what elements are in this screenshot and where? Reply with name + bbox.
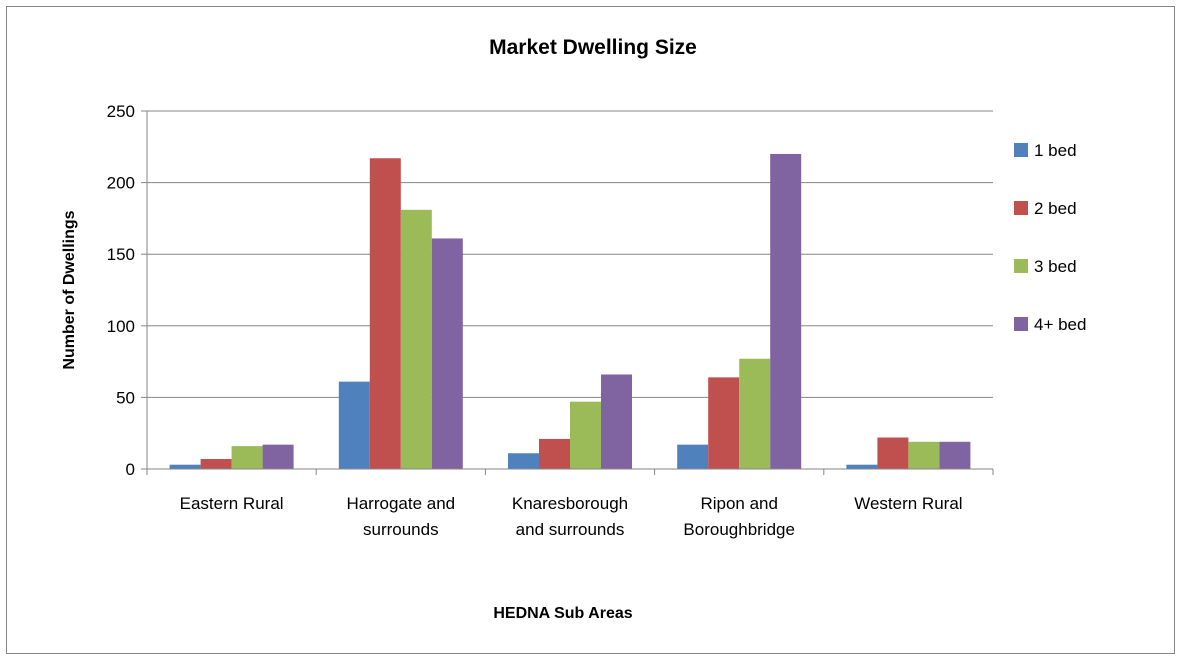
bar-3-bed xyxy=(908,441,940,469)
x-category-label: Western Rural xyxy=(854,494,962,513)
bar-1-bed xyxy=(508,453,539,469)
bar-2-bed xyxy=(200,458,232,469)
bar-1-bed xyxy=(338,381,370,469)
legend-label: 1 bed xyxy=(1034,141,1077,160)
legend-swatch xyxy=(1014,317,1028,331)
bar-1-bed xyxy=(677,444,709,469)
bars xyxy=(169,153,971,470)
bar-1-bed xyxy=(846,464,878,469)
legend-label: 2 bed xyxy=(1034,199,1077,218)
bar-3-bed xyxy=(400,209,432,470)
x-category-label: surrounds xyxy=(363,520,439,539)
legend-swatch xyxy=(1014,259,1028,273)
x-category-label: and surrounds xyxy=(516,520,625,539)
y-tick-labels: 0 50 100 150 200 250 xyxy=(107,102,135,479)
y-tick-label: 50 xyxy=(116,388,135,407)
x-category-label: Knaresborough xyxy=(512,494,628,513)
bar-4-bed xyxy=(601,374,632,469)
bar-4-bed xyxy=(770,153,802,469)
bar-2-bed xyxy=(369,158,401,470)
axes xyxy=(141,110,994,475)
legend-label: 4+ bed xyxy=(1034,315,1086,334)
legend-swatch xyxy=(1014,201,1028,215)
legend-swatch xyxy=(1014,143,1028,157)
x-category-label: Eastern Rural xyxy=(180,494,284,513)
y-axis-label: Number of Dwellings xyxy=(61,210,78,369)
bar-2-bed xyxy=(877,437,909,469)
bar-3-bed xyxy=(570,401,601,469)
bar-2-bed xyxy=(708,377,740,469)
bar-2-bed xyxy=(539,438,570,469)
y-tick-label: 0 xyxy=(126,460,135,479)
y-tick-label: 250 xyxy=(107,102,135,121)
bar-1-bed xyxy=(169,464,201,469)
bar-3-bed xyxy=(739,358,771,469)
x-category-label: Ripon and xyxy=(700,494,778,513)
x-axis-label: HEDNA Sub Areas xyxy=(493,605,632,622)
y-tick-label: 100 xyxy=(107,317,135,336)
x-category-labels: Eastern Rural Harrogate and surrounds Knare… xyxy=(180,494,963,539)
y-tick-label: 150 xyxy=(107,245,135,264)
chart-title: Market Dwelling Size xyxy=(489,36,697,59)
bar-4-bed xyxy=(262,444,294,469)
bar-4-bed xyxy=(939,441,971,469)
legend-label: 3 bed xyxy=(1034,257,1077,276)
bar-3-bed xyxy=(231,446,263,469)
x-category-label: Harrogate and xyxy=(346,494,455,513)
chart-area xyxy=(6,6,1175,654)
legend: 1 bed 2 bed 3 bed 4+ bed xyxy=(1014,141,1086,334)
gridlines xyxy=(147,110,993,398)
y-tick-label: 200 xyxy=(107,174,135,193)
bar-4-bed xyxy=(431,238,463,469)
x-category-label: Boroughbridge xyxy=(683,520,795,539)
